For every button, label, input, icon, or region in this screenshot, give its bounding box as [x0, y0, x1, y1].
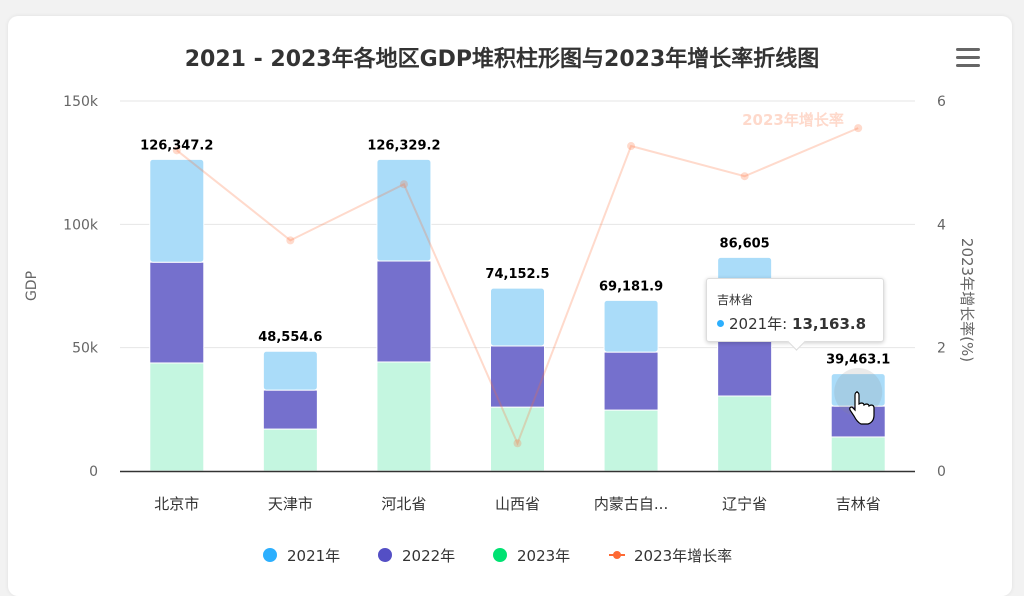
bar-2023年	[830, 436, 886, 472]
y-tick-label: 150k	[63, 94, 99, 110]
total-data-label: 126,347.2	[140, 138, 213, 153]
x-tick-label: 吉林省	[836, 495, 881, 513]
hover-halo	[834, 368, 883, 416]
y-axis-title: GDP	[24, 271, 40, 301]
total-data-label: 48,554.6	[258, 330, 322, 345]
line-series-label: 2023年增长率	[742, 111, 844, 129]
total-data-label: 69,181.9	[599, 279, 663, 294]
tooltip-value: 13,163.8	[792, 315, 867, 333]
total-data-label: 86,605	[720, 236, 770, 251]
total-data-label: 39,463.1	[826, 353, 890, 368]
bar-2023年	[376, 361, 432, 472]
x-tick-label: 天津市	[268, 495, 313, 513]
legend-label: 2022年	[402, 547, 455, 565]
legend-label: 2023年增长率	[634, 547, 732, 565]
legend-marker-icon	[493, 548, 507, 562]
x-tick-label: 河北省	[381, 495, 426, 513]
legend-item-2022年[interactable]: 2022年	[378, 547, 455, 565]
legend-item-2023年增长率[interactable]: 2023年增长率	[609, 547, 732, 565]
y2-tick-label: 2	[937, 341, 946, 357]
y2-tick-label: 0	[937, 464, 946, 480]
bar-2021年	[490, 287, 545, 347]
y-tick-label: 100k	[63, 217, 99, 233]
growth-rate-point	[286, 236, 295, 245]
tooltip-value-row: 2021年: 13,163.8	[717, 313, 866, 334]
total-data-label: 126,329.2	[367, 138, 440, 153]
bar-2021年	[262, 350, 318, 391]
tooltip-title: 吉林省	[717, 293, 754, 307]
y2-axis-title: 2023年增长率(%)	[958, 238, 976, 362]
y2-tick-label: 4	[937, 217, 946, 233]
y-tick-label: 50k	[72, 341, 99, 357]
tooltip-series: 2021年:	[729, 315, 788, 333]
growth-rate-point	[627, 142, 636, 151]
bar-2023年	[490, 406, 545, 472]
total-data-label: 74,152.5	[485, 267, 549, 282]
bar-2023年	[603, 409, 659, 472]
growth-rate-line	[176, 127, 859, 446]
x-tick-label: 辽宁省	[722, 495, 767, 513]
bar-2022年	[376, 260, 432, 363]
bar-2022年	[262, 389, 318, 430]
growth-rate-point	[172, 146, 181, 155]
legend-label: 2021年	[287, 547, 340, 565]
bar-2023年	[262, 428, 318, 472]
legend-item-2021年[interactable]: 2021年	[263, 547, 340, 565]
tooltip: 吉林省 2021年: 13,163.8	[706, 278, 884, 351]
legend-item-2023年[interactable]: 2023年	[493, 547, 570, 565]
bar-2022年	[490, 345, 545, 408]
chart-title: 2021 - 2023年各地区GDP堆积柱形图与2023年增长率折线图	[185, 46, 820, 72]
bar-2022年	[603, 351, 659, 411]
bar-2023年	[149, 362, 205, 472]
legend-marker-icon	[378, 548, 392, 562]
bar-2021年	[149, 158, 205, 263]
x-tick-label: 内蒙古自...	[594, 495, 668, 513]
series-dot-icon	[717, 320, 724, 327]
bar-2021年	[603, 299, 659, 353]
growth-rate-point	[513, 439, 522, 448]
bar-2021年	[376, 158, 432, 262]
x-tick-label: 北京市	[154, 495, 199, 513]
growth-rate-point	[740, 172, 749, 181]
growth-rate-point	[854, 124, 863, 133]
y-tick-label: 0	[89, 464, 98, 480]
x-tick-label: 山西省	[495, 495, 540, 513]
hamburger-menu-icon[interactable]	[956, 48, 980, 67]
bar-2022年	[149, 261, 205, 364]
growth-rate-point	[399, 180, 408, 189]
legend-marker-icon	[613, 551, 621, 559]
legend-marker-icon	[263, 548, 277, 562]
y2-tick-label: 6	[937, 94, 946, 110]
bar-2023年	[717, 395, 773, 472]
legend-label: 2023年	[517, 547, 570, 565]
